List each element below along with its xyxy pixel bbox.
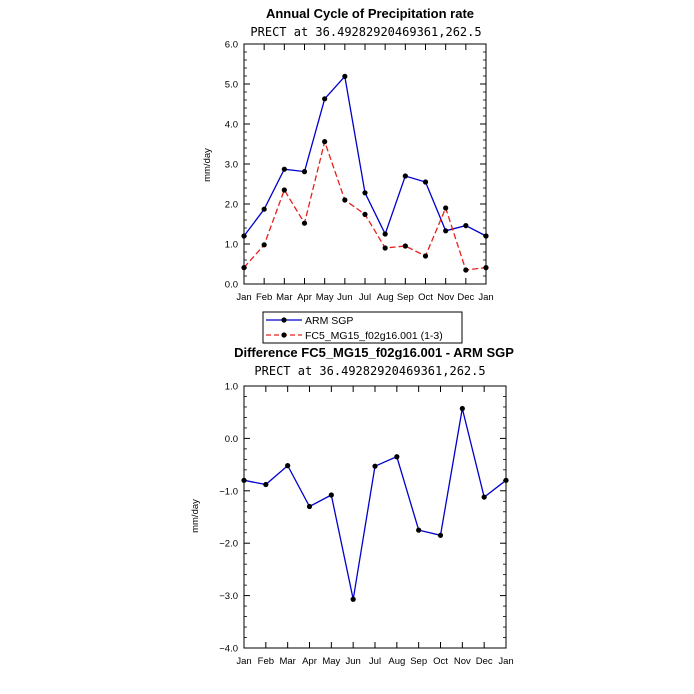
- chart1-xtick-label: Apr: [297, 292, 312, 303]
- chart2-series-0-point: [328, 492, 334, 498]
- chart1-series-1-point: [322, 139, 328, 145]
- chart2-series-0-point: [285, 463, 291, 469]
- chart2-xtick-label: Jan: [236, 656, 251, 667]
- chart1-xtick-label: Jan: [478, 292, 493, 303]
- chart2-ytick-label: −2.0: [219, 539, 238, 550]
- chart1-frame: [243, 43, 487, 285]
- chart1-xtick-label: Dec: [457, 292, 474, 303]
- chart1-series-1-point: [301, 220, 308, 226]
- chart2-xtick-label: Nov: [454, 656, 471, 667]
- chart2-xtick-label: Jul: [369, 656, 381, 667]
- chart1-ytick-label: 5.0: [225, 80, 238, 91]
- chart2-xtick-label: Jan: [498, 656, 513, 667]
- chart1-series-0-point: [422, 179, 429, 185]
- chart1-series-0-point: [301, 169, 308, 175]
- chart1-subtitle: PRECT at 36.49282920469361,262.5: [250, 25, 481, 39]
- chart1-xtick-label: Oct: [418, 292, 433, 303]
- legend-marker-model: [281, 332, 287, 338]
- chart1-series-0-point: [241, 233, 247, 239]
- chart1-series-1-point: [241, 265, 247, 271]
- chart1-series-0-point: [322, 96, 328, 102]
- chart2-ylabel: mm/day: [190, 499, 201, 533]
- chart1-series-1-point: [463, 267, 469, 273]
- chart2-xtick-label: Feb: [258, 656, 274, 667]
- chart1-series-0-point: [342, 73, 348, 79]
- chart2-xtick-label: Apr: [302, 656, 317, 667]
- chart2-series-0-point: [416, 527, 422, 533]
- chart2-ytick-label: −1.0: [219, 486, 238, 497]
- chart1-ylabel: mm/day: [202, 148, 213, 182]
- chart1-xtick-label: Jun: [337, 292, 352, 303]
- chart2-xtick-label: Mar: [279, 656, 295, 667]
- legend: ARM SGP FC5_MG15_f02g16.001 (1-3): [262, 311, 463, 344]
- chart2-series-0-point: [394, 454, 400, 460]
- chart1-ytick-label: 2.0: [225, 200, 238, 211]
- chart2-subtitle: PRECT at 36.49282920469361,262.5: [254, 364, 485, 378]
- chart2-xtick-label: Jun: [346, 656, 361, 667]
- chart2-series-0-point: [503, 477, 509, 483]
- chart1-xtick-label: Sep: [397, 292, 414, 303]
- chart1-xtick-label: Jul: [359, 292, 371, 303]
- chart1-series-0-point: [402, 173, 408, 179]
- chart1-series-1-point: [342, 197, 348, 203]
- legend-label-model: FC5_MG15_f02g16.001 (1-3): [305, 330, 443, 342]
- chart2-series-0-point: [350, 596, 356, 602]
- chart2-series-0-point: [306, 503, 313, 510]
- chart1-series-1-point: [443, 205, 449, 211]
- chart1-ytick-label: 6.0: [225, 40, 238, 51]
- chart1-plot: 0.0 1.0 2.0 3.0 4.0 5.0 6.0 Jan Feb Mar Apr May Jun J…: [225, 40, 494, 304]
- chart2-ytick-label: −4.0: [219, 644, 238, 655]
- chart1-series-0-point: [443, 228, 449, 234]
- chart1-xtick-label: Nov: [437, 292, 454, 303]
- chart1-series-0-point: [463, 223, 469, 229]
- chart1-series-1-point: [483, 265, 489, 271]
- chart2-xtick-label: Oct: [433, 656, 448, 667]
- chart2-series-0-point: [372, 463, 378, 469]
- chart2-series-0-point: [241, 477, 247, 483]
- chart1-series-0-point: [483, 233, 489, 239]
- chart1-series-0-point: [362, 190, 368, 196]
- chart2-xtick-label: Aug: [388, 656, 405, 667]
- chart1-xtick-label: Feb: [256, 292, 272, 303]
- chart1-series-1-line: [243, 139, 487, 271]
- chart1-series-1-point: [382, 245, 388, 251]
- chart1-xtick-label: Jan: [236, 292, 251, 303]
- chart1-ytick-label: 1.0: [225, 240, 238, 251]
- chart2-plot: −4.0 −3.0 −2.0 −1.0 0.0 1.0 Jan Feb Mar Apr May Jun…: [219, 382, 513, 668]
- chart1-series-1-point: [402, 243, 408, 249]
- chart2-xtick-label: May: [322, 656, 340, 667]
- chart2-series-0-line: [243, 408, 507, 600]
- chart2-ytick-label: 1.0: [225, 382, 238, 393]
- chart1-series-1-point: [261, 242, 267, 248]
- chart1-series-1-point: [422, 253, 429, 259]
- chart1-ytick-label: 4.0: [225, 120, 238, 131]
- chart1-series-0-point: [261, 206, 267, 212]
- chart1-ytick-label: 3.0: [225, 160, 238, 171]
- chart2-series-0-point: [459, 405, 465, 412]
- chart1-xtick-label: Mar: [276, 292, 292, 303]
- legend-label-arm: ARM SGP: [305, 315, 353, 327]
- chart1-title: Annual Cycle of Precipitation rate: [266, 6, 474, 21]
- chart2-xtick-label: Sep: [410, 656, 427, 667]
- chart1-xtick-label: May: [316, 292, 334, 303]
- chart1-series-1-point: [362, 211, 368, 217]
- chart2-xtick-label: Dec: [476, 656, 493, 667]
- legend-box: [262, 311, 463, 344]
- chart2-series-0-point: [481, 494, 487, 500]
- chart2-title: Difference FC5_MG15_f02g16.001 - ARM SGP: [234, 345, 514, 360]
- chart2-ytick-label: −3.0: [219, 591, 238, 602]
- chart2-series-0-point: [263, 481, 269, 488]
- chart1-ytick-label: 0.0: [225, 280, 238, 291]
- chart1-series-1-point: [281, 187, 287, 193]
- chart1-series-0-point: [281, 166, 287, 172]
- chart2-series-0-point: [437, 532, 444, 538]
- chart1-xtick-label: Aug: [377, 292, 394, 303]
- legend-marker-arm: [281, 317, 287, 323]
- chart1-series-0-point: [382, 231, 388, 237]
- chart2-ytick-label: 0.0: [225, 434, 238, 445]
